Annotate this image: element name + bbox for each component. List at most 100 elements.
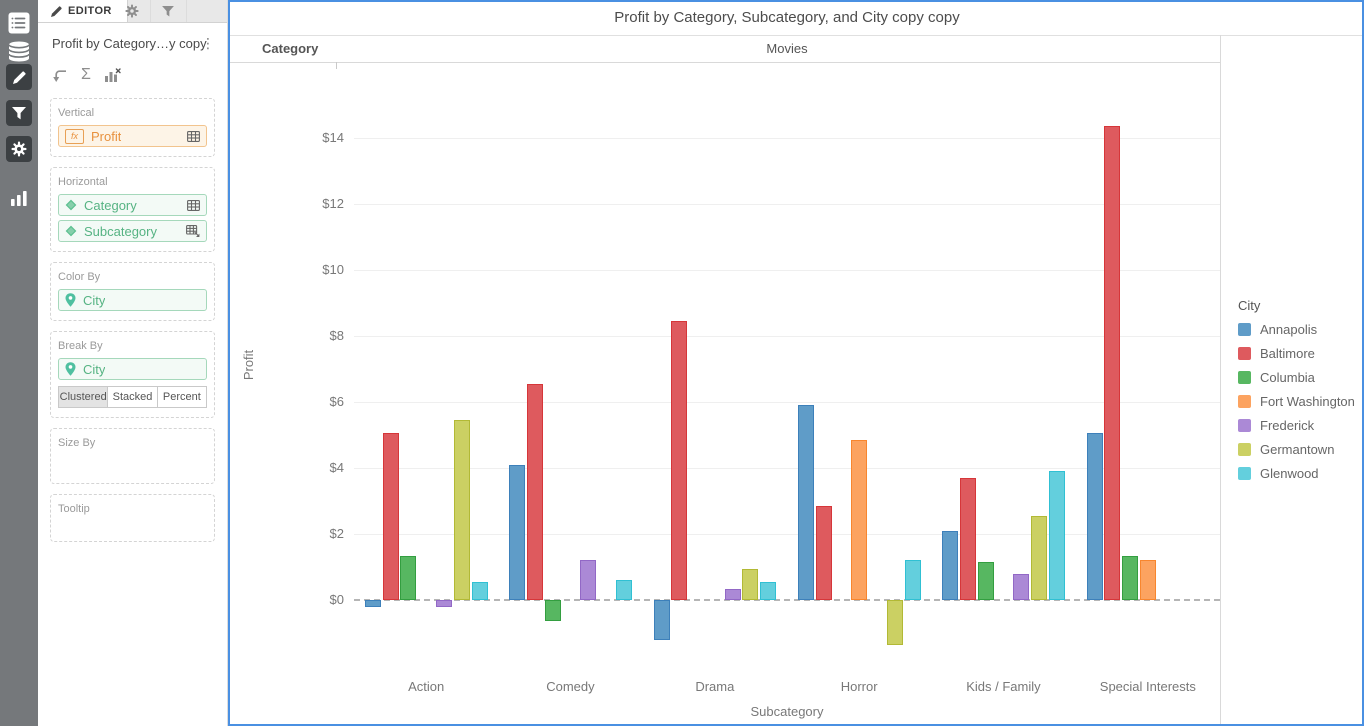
datasets-icon[interactable] — [7, 39, 31, 63]
grid-icon[interactable] — [187, 199, 200, 211]
bar-annapolis-horror[interactable] — [797, 405, 814, 600]
settings-icon[interactable] — [6, 136, 32, 162]
legend-item-germantown[interactable]: Germantown — [1238, 442, 1355, 457]
gridline — [354, 336, 1220, 337]
grid-icon[interactable] — [187, 130, 200, 142]
editor-tabbar: EDITOR — [38, 0, 227, 23]
legend-item-glenwood[interactable]: Glenwood — [1238, 466, 1355, 481]
field-profit-label: Profit — [91, 128, 122, 144]
bar-glenwood-action[interactable] — [471, 581, 488, 601]
database-icon — [8, 41, 30, 61]
edit-icon[interactable] — [6, 64, 32, 90]
field-category-label: Category — [84, 197, 137, 213]
legend: City Annapolis Baltimore Columbia Fort Wash… — [1238, 298, 1355, 490]
legend-item-annapolis[interactable]: Annapolis — [1238, 322, 1355, 337]
bar-glenwood-comedy[interactable] — [615, 580, 632, 600]
tab-filter[interactable] — [150, 0, 187, 22]
bar-columbia-kids-family[interactable] — [977, 562, 994, 600]
mode-clustered-button[interactable]: Clustered — [58, 386, 109, 408]
visualization-gallery-icon[interactable] — [7, 186, 31, 210]
bar-fort-washington-special-interests[interactable] — [1139, 560, 1156, 600]
tab-format[interactable] — [114, 0, 151, 22]
bar-frederick-action[interactable] — [435, 600, 452, 607]
zone-tooltip-label: Tooltip — [58, 503, 90, 515]
swap-axes-icon[interactable] — [52, 68, 68, 83]
zone-tooltip[interactable]: Tooltip — [50, 494, 215, 542]
bar-germantown-action[interactable] — [453, 420, 470, 600]
bar-columbia-action[interactable] — [400, 555, 417, 601]
bar-fort-washington-horror[interactable] — [851, 440, 868, 600]
bar-annapolis-action[interactable] — [364, 600, 381, 607]
bar-germantown-drama[interactable] — [742, 568, 759, 600]
bar-baltimore-special-interests[interactable] — [1104, 126, 1121, 600]
field-break-by-city[interactable]: City — [58, 358, 207, 380]
sigma-icon[interactable]: Σ — [81, 66, 91, 83]
x-axis-title: Subcategory — [750, 704, 824, 719]
visualization-canvas[interactable]: Profit by Category, Subcategory, and Cit… — [228, 0, 1364, 726]
legend-label: Columbia — [1260, 370, 1315, 385]
x-axis-category-label: Comedy — [546, 679, 595, 694]
x-axis-category-label: Action — [408, 679, 445, 694]
chart-title: Profit by Category, Subcategory, and Cit… — [614, 9, 960, 26]
legend-item-frederick[interactable]: Frederick — [1238, 418, 1355, 433]
tab-editor-label: EDITOR — [68, 5, 112, 17]
zone-size-by[interactable]: Size By — [50, 428, 215, 484]
x-axis-category-label: Drama — [695, 679, 735, 694]
zone-color-by: Color By City — [50, 262, 215, 321]
field-color-by-city[interactable]: City — [58, 289, 207, 311]
bar-baltimore-horror[interactable] — [815, 505, 832, 600]
bar-glenwood-drama[interactable] — [760, 581, 777, 601]
bar-columbia-comedy[interactable] — [544, 600, 561, 622]
zone-color-by-label: Color By — [58, 271, 101, 283]
mode-stacked-button[interactable]: Stacked — [107, 386, 158, 408]
bar-frederick-drama[interactable] — [724, 588, 741, 600]
legend-divider — [1220, 35, 1221, 724]
row-axis-tick — [336, 62, 337, 69]
bar-baltimore-drama[interactable] — [671, 321, 688, 600]
zone-horizontal-label: Horizontal — [58, 176, 108, 188]
field-category[interactable]: Category — [58, 194, 207, 216]
y-axis-tick-label: $10 — [322, 262, 344, 277]
legend-label: Glenwood — [1260, 466, 1319, 481]
legend-swatch — [1238, 467, 1251, 480]
gridline — [354, 402, 1220, 403]
more-options-icon[interactable]: ⋮ — [201, 35, 215, 51]
bar-germantown-horror[interactable] — [886, 600, 903, 645]
legend-item-columbia[interactable]: Columbia — [1238, 370, 1355, 385]
bar-baltimore-comedy[interactable] — [527, 383, 543, 601]
chart-totals-icon[interactable] — [104, 67, 121, 83]
field-subcategory[interactable]: Subcategory — [58, 220, 207, 242]
bar-columbia-special-interests[interactable] — [1122, 555, 1139, 601]
bar-annapolis-special-interests[interactable] — [1086, 433, 1103, 601]
legend-label: Baltimore — [1260, 346, 1315, 361]
grid-arrow-icon[interactable] — [186, 225, 200, 237]
zero-gridline — [354, 599, 1220, 601]
editor-tools-row: Σ — [52, 66, 227, 84]
legend-swatch — [1238, 347, 1251, 360]
legend-swatch — [1238, 323, 1251, 336]
y-axis-tick-label: $14 — [322, 130, 344, 145]
mode-percent-button[interactable]: Percent — [156, 386, 207, 408]
geo-pin-icon — [65, 362, 76, 376]
row-axis-header: Category — [262, 41, 319, 56]
bar-frederick-comedy[interactable] — [580, 560, 597, 600]
contents-icon[interactable] — [7, 11, 31, 35]
bar-glenwood-horror[interactable] — [904, 560, 921, 600]
bar-germantown-kids-family[interactable] — [1031, 515, 1047, 600]
field-profit[interactable]: fx Profit — [58, 125, 207, 147]
title-divider — [230, 35, 1362, 36]
bar-frederick-kids-family[interactable] — [1013, 573, 1030, 600]
legend-item-fort-washington[interactable]: Fort Washington — [1238, 394, 1355, 409]
bar-annapolis-drama[interactable] — [653, 600, 670, 640]
y-axis-tick-label: $12 — [322, 196, 344, 211]
gridline — [354, 204, 1220, 205]
legend-item-baltimore[interactable]: Baltimore — [1238, 346, 1355, 361]
column-header: Movies — [766, 41, 808, 56]
visualization-title: Profit by Category…y copy — [52, 36, 207, 51]
filter-icon[interactable] — [6, 100, 32, 126]
bar-baltimore-action[interactable] — [382, 433, 399, 601]
bar-baltimore-kids-family[interactable] — [960, 477, 976, 600]
bar-glenwood-kids-family[interactable] — [1048, 471, 1065, 600]
bar-annapolis-kids-family[interactable] — [942, 530, 959, 600]
bar-annapolis-comedy[interactable] — [509, 464, 526, 600]
